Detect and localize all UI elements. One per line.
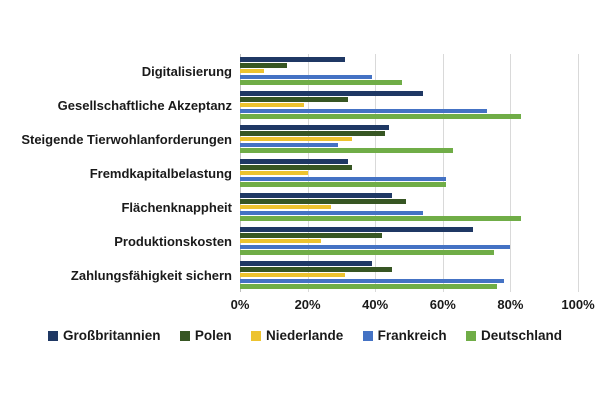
bar-niederlande — [240, 68, 264, 74]
legend-label: Polen — [194, 328, 232, 343]
bar-deutschland — [240, 114, 521, 119]
legend-swatch-icon — [362, 330, 373, 341]
bar-deutschland — [240, 216, 521, 221]
bar-gro-britannien — [240, 227, 474, 232]
x-tick-label: 100% — [561, 297, 595, 312]
bar-frankreich — [240, 108, 487, 114]
legend-swatch-icon — [48, 330, 58, 341]
legend-item-frankreich: Frankreich — [362, 328, 447, 343]
bar-frankreich — [240, 74, 372, 80]
x-tick-label: 40% — [362, 297, 389, 312]
bar-deutschland — [240, 284, 497, 289]
bar-niederlande — [240, 136, 352, 142]
bar-frankreich — [240, 210, 423, 216]
legend-item-gro-britannien: Großbritannien — [48, 328, 161, 343]
x-tick-label: 60% — [429, 297, 456, 312]
bar-niederlande — [240, 204, 332, 210]
legend-label: Großbritannien — [63, 328, 161, 343]
category-label: Digitalisierung — [141, 63, 232, 79]
bar-frankreich — [240, 142, 339, 148]
legend-label: Frankreich — [377, 328, 447, 343]
legend-item-niederlande: Niederlande — [250, 328, 344, 343]
legend-swatch-icon — [465, 330, 476, 341]
bar-polen — [240, 267, 393, 272]
category-label: Produktionskosten — [114, 233, 232, 249]
bar-deutschland — [240, 148, 453, 153]
x-tick-label: 20% — [294, 297, 321, 312]
gridline — [307, 54, 309, 292]
bar-frankreich — [240, 244, 511, 250]
bar-gro-britannien — [240, 91, 423, 96]
category-label: Gesellschaftliche Akzeptanz — [57, 97, 232, 113]
bar-polen — [240, 199, 406, 204]
bar-polen — [240, 165, 352, 170]
bar-polen — [240, 63, 288, 68]
legend-swatch-icon — [179, 330, 190, 341]
bar-gro-britannien — [240, 159, 349, 164]
legend-item-polen: Polen — [179, 328, 232, 343]
bar-niederlande — [240, 102, 305, 108]
gridline — [375, 54, 377, 292]
gridline — [442, 54, 444, 292]
bar-niederlande — [240, 272, 345, 278]
plot-area — [240, 54, 579, 292]
bar-frankreich — [240, 278, 504, 284]
bar-deutschland — [240, 182, 447, 187]
legend-item-deutschland: Deutschland — [465, 328, 562, 343]
x-axis: 0% 20% 40% 60% 80% 100% — [0, 297, 606, 315]
bar-polen — [240, 131, 386, 136]
bar-gro-britannien — [240, 125, 389, 130]
bar-gro-britannien — [240, 57, 345, 62]
gridline — [510, 54, 512, 292]
category-label: Steigende Tierwohlanforderungen — [21, 131, 232, 147]
legend-label: Deutschland — [480, 328, 562, 343]
x-tick-label: 0% — [230, 297, 250, 312]
gridline — [578, 54, 579, 292]
bar-gro-britannien — [240, 193, 393, 198]
category-label: Flächenknappheit — [121, 199, 232, 215]
bar-niederlande — [240, 238, 322, 244]
legend-label: Niederlande — [265, 328, 344, 343]
legend-swatch-icon — [250, 330, 261, 341]
bar-polen — [240, 97, 349, 102]
bar-niederlande — [240, 170, 308, 176]
bar-deutschland — [240, 250, 494, 255]
legend: Großbritannien Polen Niederlande Frankreich… — [48, 328, 562, 343]
bar-polen — [240, 233, 382, 238]
x-tick-label: 80% — [497, 297, 524, 312]
bar-deutschland — [240, 80, 403, 85]
category-label: Fremdkapitalbelastung — [89, 165, 232, 181]
bar-frankreich — [240, 176, 447, 182]
bar-gro-britannien — [240, 261, 372, 266]
category-label: Zahlungsfähigkeit sichern — [70, 267, 232, 283]
